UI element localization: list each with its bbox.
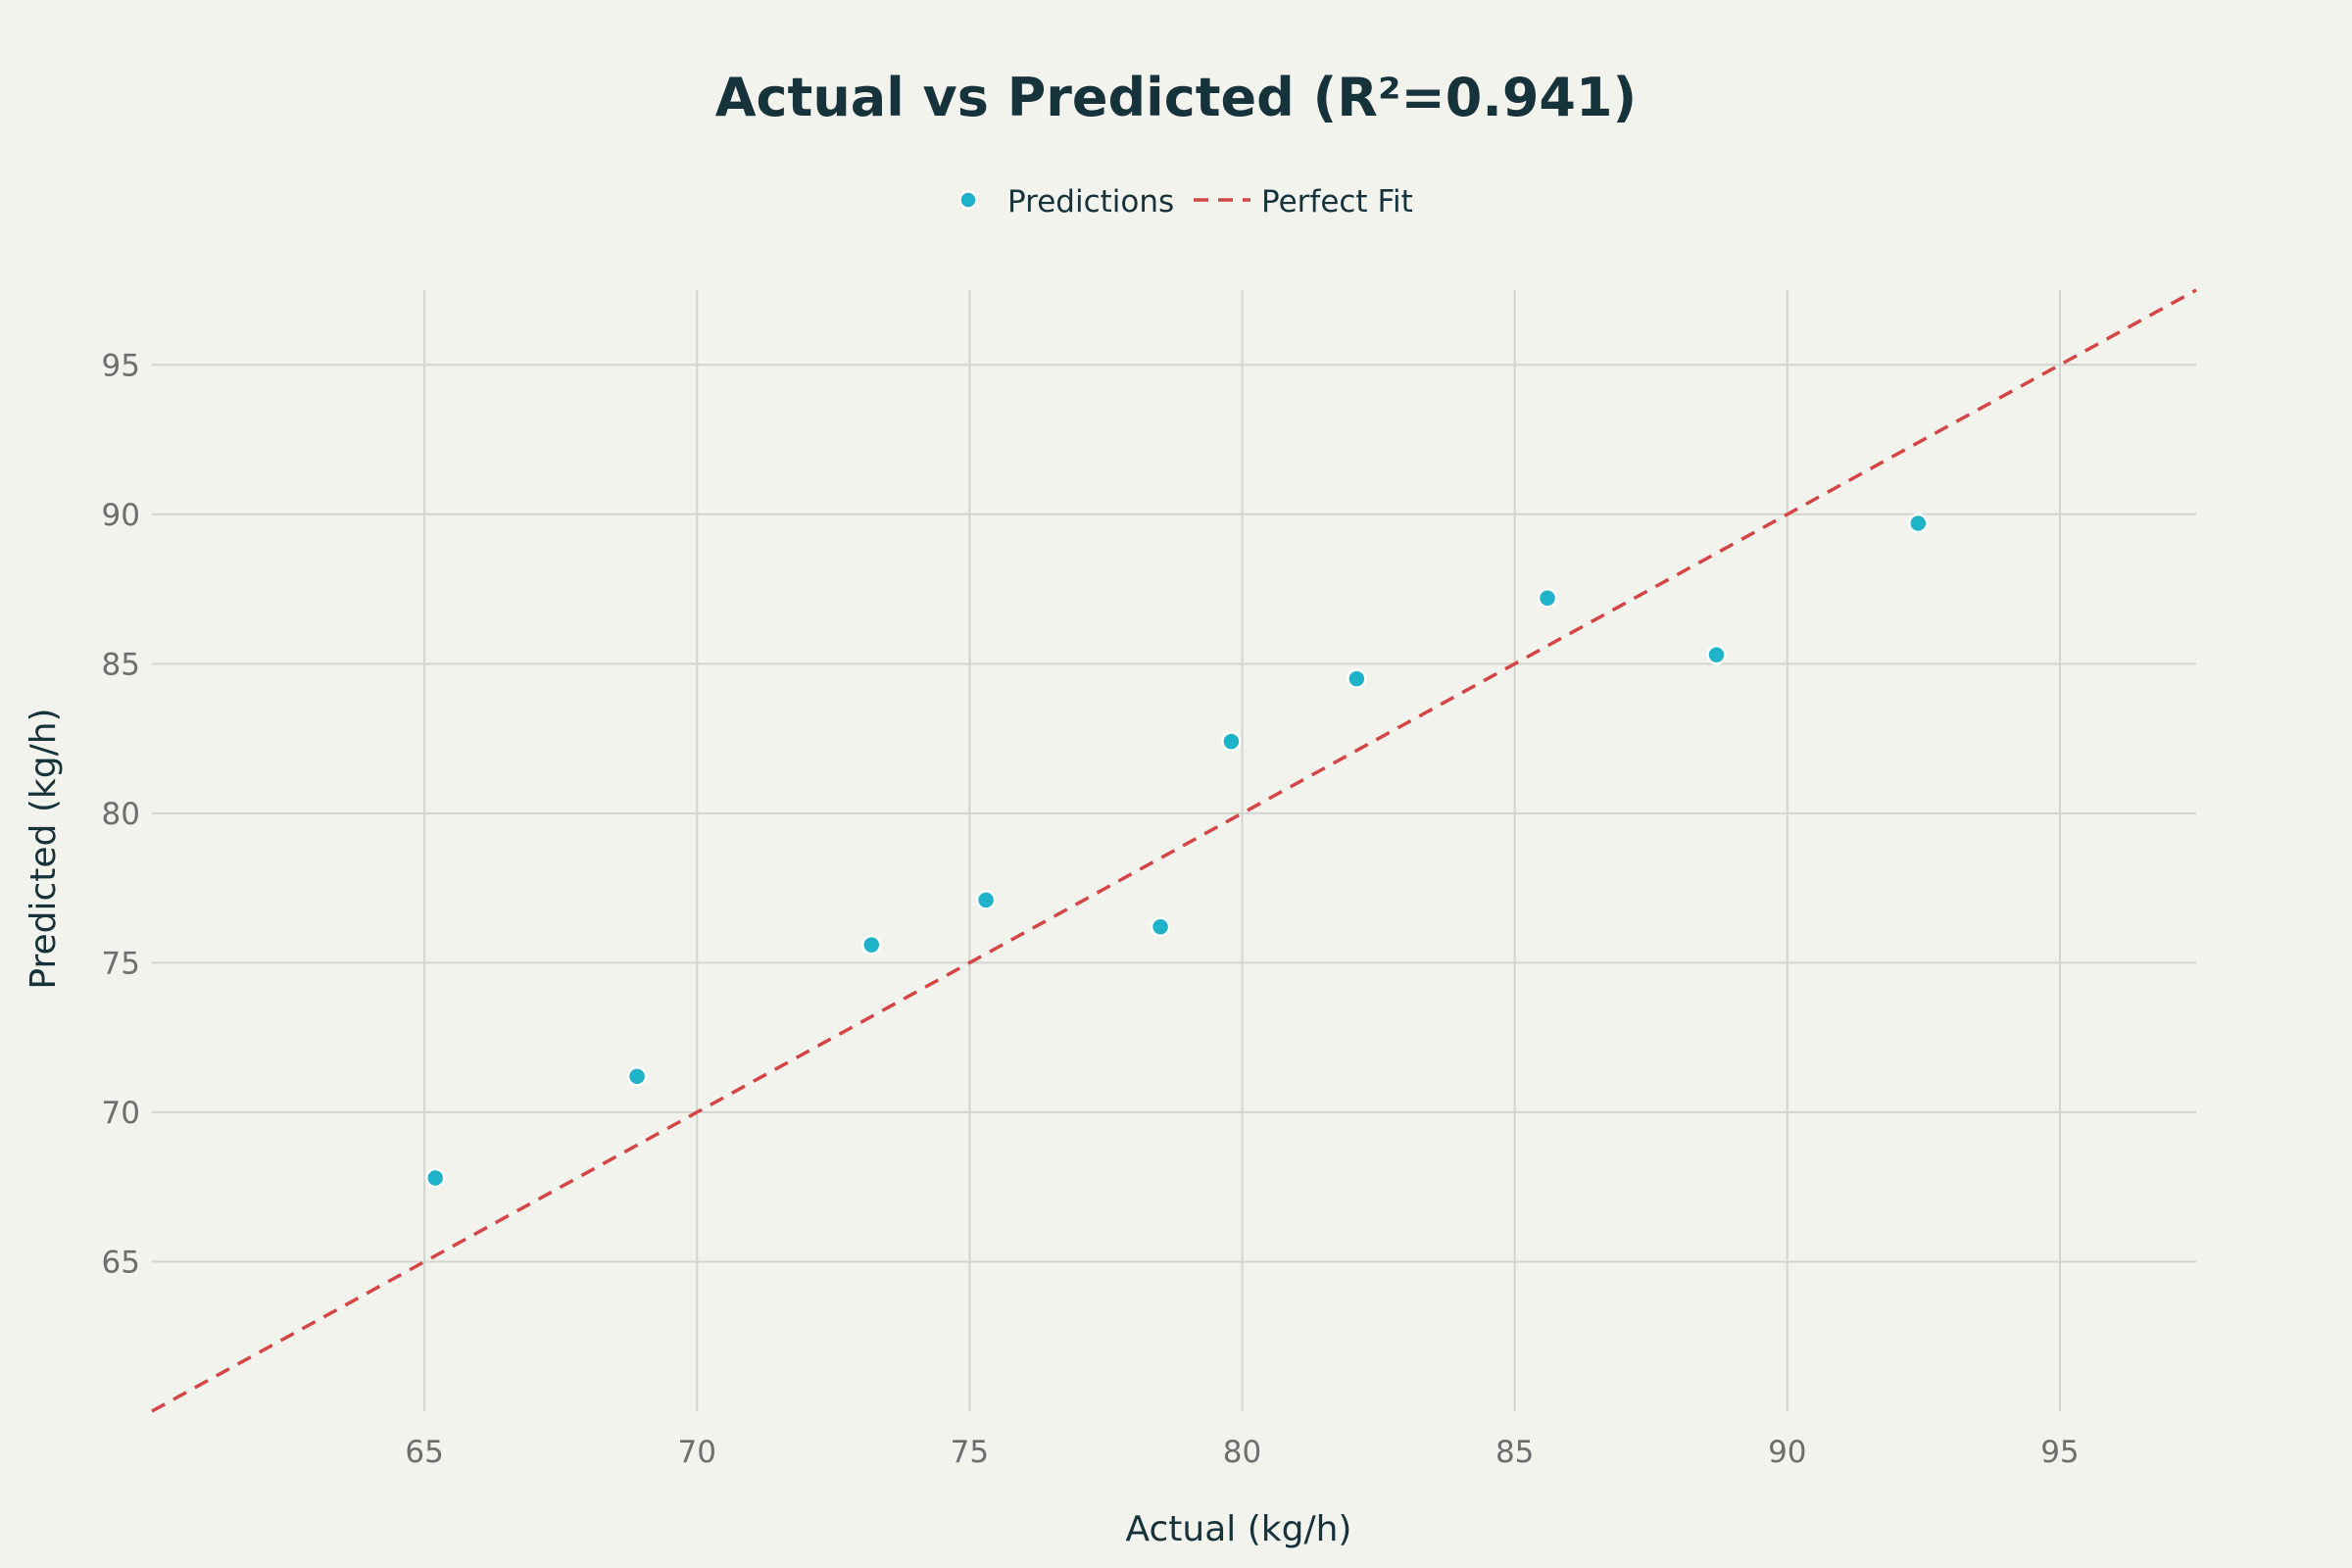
legend-label-predictions: Predictions: [1007, 184, 1174, 220]
prediction-point: [1537, 587, 1558, 609]
prediction-point: [626, 1066, 648, 1087]
x-tick-label: 85: [1495, 1435, 1534, 1470]
x-tick-label: 75: [951, 1435, 989, 1470]
x-tick-labels: 65 70 75 80 85 90 95: [405, 1435, 2079, 1470]
prediction-point: [1221, 731, 1242, 752]
chart-title: Actual vs Predicted (R²=0.941): [715, 67, 1638, 128]
x-tick-label: 65: [405, 1435, 443, 1470]
legend-label-perfect-fit: Perfect Fit: [1261, 184, 1413, 220]
prediction-points: [425, 513, 1929, 1189]
y-tick-labels: 65 70 75 80 85 90 95: [102, 348, 140, 1280]
prediction-point: [975, 890, 997, 910]
legend-marker-predictions: [958, 190, 978, 210]
x-tick-label: 90: [1768, 1435, 1806, 1470]
y-tick-label: 90: [102, 498, 140, 533]
prediction-point: [1706, 644, 1727, 665]
x-gridlines: [423, 290, 2061, 1411]
y-tick-label: 75: [102, 946, 140, 981]
x-tick-label: 80: [1223, 1435, 1261, 1470]
y-gridlines: [152, 364, 2196, 1263]
prediction-point: [1347, 668, 1367, 689]
x-tick-label: 95: [2040, 1435, 2079, 1470]
x-tick-label: 70: [678, 1435, 716, 1470]
y-tick-label: 70: [102, 1096, 140, 1131]
legend: Predictions Perfect Fit: [958, 184, 1413, 220]
prediction-point: [1908, 513, 1929, 534]
y-tick-label: 95: [102, 348, 140, 383]
prediction-point: [861, 934, 882, 956]
prediction-point: [1150, 916, 1171, 938]
y-tick-label: 85: [102, 647, 140, 682]
prediction-point: [425, 1167, 446, 1189]
x-axis-title: Actual (kg/h): [1126, 1509, 1352, 1549]
y-axis-title: Predicted (kg/h): [24, 708, 64, 989]
y-tick-label: 65: [102, 1245, 140, 1280]
perfect-fit-line: [151, 288, 2197, 1413]
y-tick-label: 80: [102, 797, 140, 832]
